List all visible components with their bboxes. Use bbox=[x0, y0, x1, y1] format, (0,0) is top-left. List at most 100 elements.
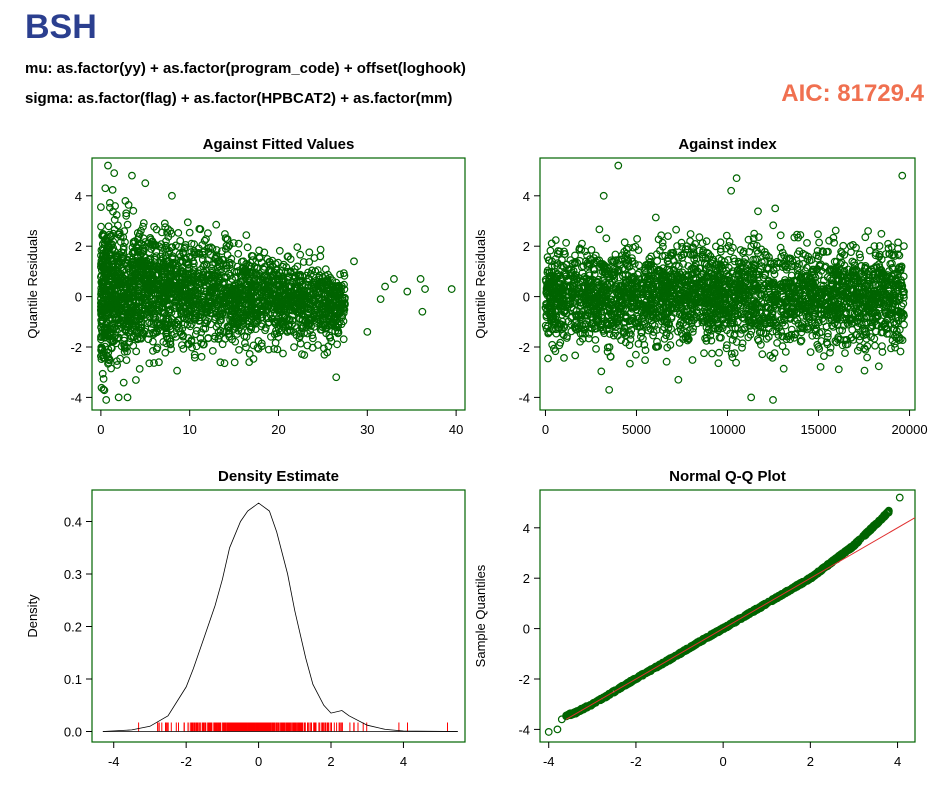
data-point bbox=[249, 341, 258, 350]
data-point bbox=[255, 254, 264, 263]
data-point bbox=[253, 343, 262, 352]
data-point bbox=[215, 262, 224, 271]
data-point bbox=[286, 326, 295, 335]
data-point bbox=[390, 275, 398, 283]
data-point bbox=[99, 375, 108, 383]
data-point bbox=[231, 273, 240, 282]
data-point bbox=[194, 311, 203, 320]
data-point bbox=[635, 261, 643, 270]
data-point bbox=[871, 341, 879, 350]
data-point bbox=[159, 297, 168, 306]
data-point bbox=[270, 345, 279, 353]
data-point bbox=[831, 226, 840, 235]
data-point bbox=[769, 221, 778, 230]
data-point bbox=[318, 282, 327, 291]
data-point bbox=[150, 359, 158, 367]
data-point bbox=[896, 347, 905, 356]
data-point bbox=[296, 278, 305, 287]
data-point bbox=[117, 253, 126, 261]
data-point bbox=[176, 236, 185, 245]
data-point bbox=[97, 319, 106, 328]
data-point bbox=[195, 317, 204, 325]
data-point bbox=[108, 255, 117, 264]
data-point bbox=[108, 185, 117, 194]
data-point bbox=[131, 376, 140, 384]
data-point bbox=[722, 231, 731, 240]
data-point bbox=[161, 348, 170, 357]
data-point bbox=[185, 228, 194, 237]
data-points bbox=[541, 161, 908, 404]
data-point bbox=[157, 252, 165, 261]
data-point bbox=[321, 324, 330, 333]
y-tick-label: -2 bbox=[518, 340, 530, 355]
data-point bbox=[779, 364, 788, 373]
data-point bbox=[252, 272, 261, 280]
data-point bbox=[738, 343, 746, 352]
y-tick-label: 0 bbox=[75, 290, 82, 305]
data-point bbox=[266, 310, 275, 319]
x-tick-label: 10000 bbox=[709, 422, 745, 437]
x-tick-label: 40 bbox=[449, 422, 463, 437]
data-point bbox=[114, 393, 123, 402]
data-point bbox=[128, 243, 137, 252]
data-point bbox=[111, 313, 119, 322]
data-point bbox=[626, 359, 634, 368]
data-point bbox=[168, 191, 176, 200]
x-tick-label: 15000 bbox=[800, 422, 836, 437]
data-points bbox=[96, 161, 456, 404]
data-point bbox=[217, 247, 226, 256]
data-point bbox=[242, 343, 250, 352]
y-tick-label: -4 bbox=[70, 390, 82, 405]
data-point bbox=[293, 262, 302, 271]
data-point bbox=[174, 228, 183, 237]
data-point bbox=[183, 218, 192, 227]
data-point bbox=[113, 321, 122, 330]
data-point bbox=[282, 263, 291, 272]
data-point bbox=[273, 316, 282, 324]
data-point bbox=[708, 349, 716, 358]
data-point bbox=[190, 350, 199, 359]
data-point bbox=[834, 365, 843, 374]
data-point bbox=[299, 258, 308, 266]
data-point bbox=[285, 282, 294, 290]
data-point bbox=[98, 369, 107, 378]
data-point bbox=[115, 230, 124, 239]
data-point bbox=[191, 330, 200, 339]
data-point bbox=[877, 229, 886, 238]
data-point bbox=[702, 237, 711, 246]
data-point bbox=[403, 287, 412, 296]
data-point bbox=[863, 353, 871, 362]
data-point bbox=[128, 171, 136, 180]
data-point bbox=[180, 314, 189, 323]
data-point bbox=[160, 219, 169, 228]
data-point bbox=[296, 314, 304, 323]
data-point bbox=[815, 238, 823, 247]
x-tick-label: 5000 bbox=[622, 422, 651, 437]
y-tick-label: -2 bbox=[70, 340, 82, 355]
y-tick-label: 2 bbox=[523, 239, 530, 254]
x-tick-label: 10 bbox=[182, 422, 196, 437]
data-point bbox=[158, 243, 167, 252]
data-point bbox=[97, 222, 105, 231]
data-point bbox=[185, 308, 194, 316]
data-point bbox=[546, 246, 555, 255]
data-point bbox=[223, 250, 232, 259]
data-point bbox=[700, 349, 708, 358]
data-point bbox=[192, 326, 201, 335]
data-point bbox=[305, 258, 314, 266]
data-point bbox=[216, 358, 225, 367]
data-point bbox=[131, 271, 140, 280]
data-point bbox=[116, 238, 125, 246]
data-point bbox=[256, 302, 265, 311]
data-point bbox=[293, 243, 302, 252]
data-point bbox=[200, 236, 209, 245]
data-point bbox=[633, 234, 641, 243]
data-point bbox=[162, 324, 171, 333]
data-point bbox=[123, 220, 132, 229]
data-point bbox=[562, 238, 570, 247]
y-tick-label: 4 bbox=[75, 189, 82, 204]
data-point bbox=[421, 285, 429, 293]
data-point bbox=[256, 297, 264, 306]
data-point bbox=[118, 316, 127, 325]
